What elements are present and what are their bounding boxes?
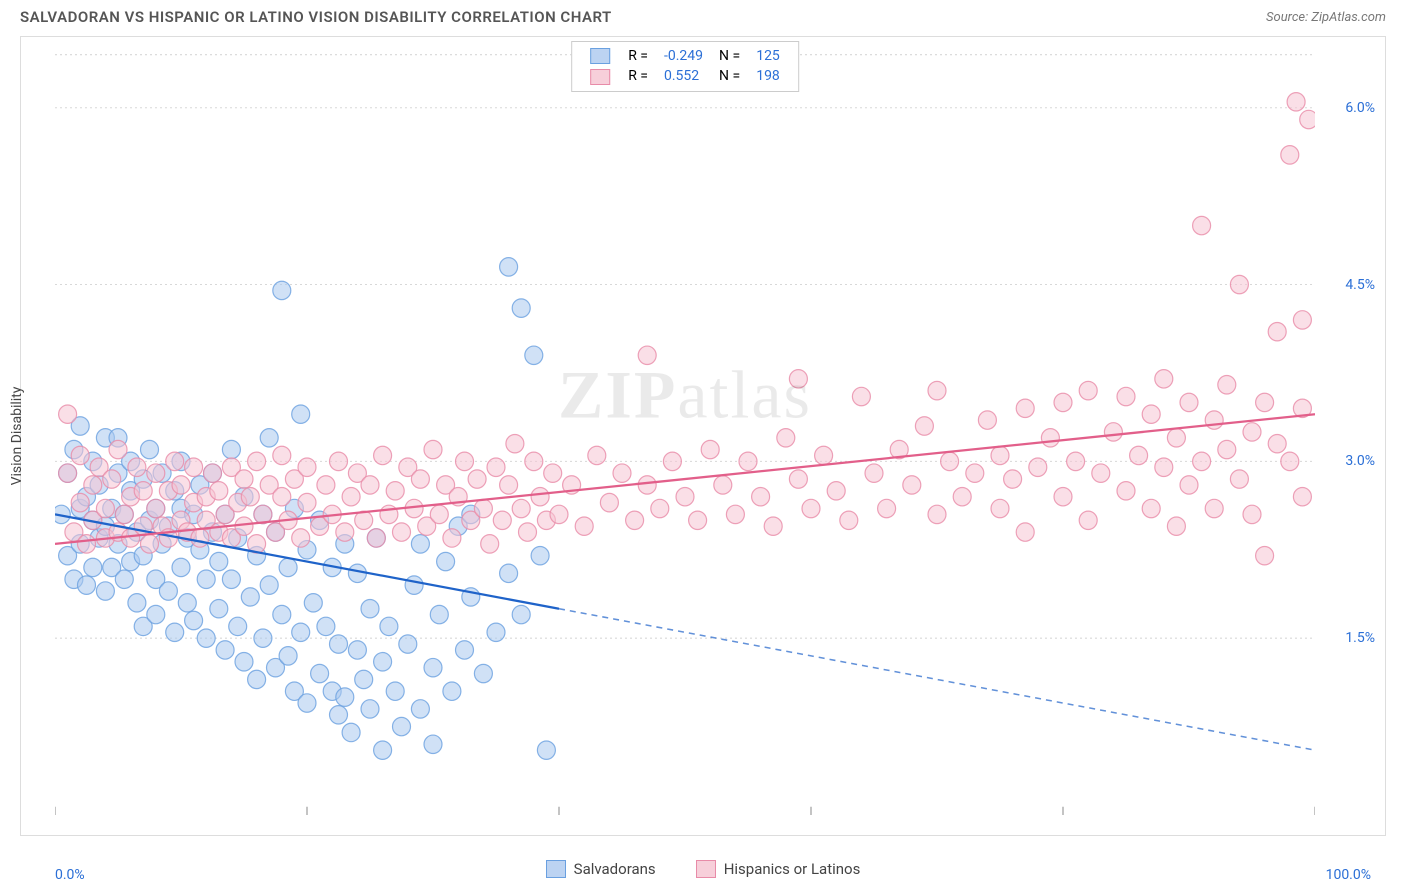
chart-container: Vision Disability ZIPatlas 1.5%3.0%4.5%6… (20, 36, 1386, 836)
y-tick-label: 4.5% (1345, 277, 1375, 293)
n-label: N = (711, 66, 748, 86)
chart-title: SALVADORAN VS HISPANIC OR LATINO VISION … (20, 8, 612, 26)
y-axis-label: Vision Disability (9, 387, 25, 486)
source-label: Source: ZipAtlas.com (1266, 10, 1386, 25)
series-legend: Salvadorans Hispanics or Latinos (0, 860, 1406, 878)
legend-swatch-icon (696, 860, 716, 878)
legend-label: Hispanics or Latinos (724, 860, 861, 878)
plot-area: ZIPatlas 1.5%3.0%4.5%6.0% R = -0.249 N =… (55, 37, 1315, 815)
r-label: R = (620, 46, 656, 66)
legend-swatch-salvadorans (590, 48, 610, 64)
legend-item-salvadorans: Salvadorans (546, 860, 656, 878)
y-tick-label: 3.0% (1345, 453, 1375, 469)
r-label: R = (620, 66, 656, 86)
scatter-svg (55, 37, 1315, 815)
y-tick-label: 1.5% (1345, 630, 1375, 646)
n-label: N = (711, 46, 748, 66)
legend-swatch-hispanics (590, 69, 610, 85)
r-value-salvadorans: -0.249 (656, 46, 711, 66)
y-tick-label: 6.0% (1345, 100, 1375, 116)
r-value-hispanics: 0.552 (656, 66, 711, 86)
legend-label: Salvadorans (574, 860, 656, 878)
n-value-salvadorans: 125 (748, 46, 788, 66)
legend-item-hispanics: Hispanics or Latinos (696, 860, 861, 878)
correlation-legend: R = -0.249 N = 125 R = 0.552 N = 198 (571, 41, 799, 92)
legend-swatch-icon (546, 860, 566, 878)
n-value-hispanics: 198 (748, 66, 788, 86)
